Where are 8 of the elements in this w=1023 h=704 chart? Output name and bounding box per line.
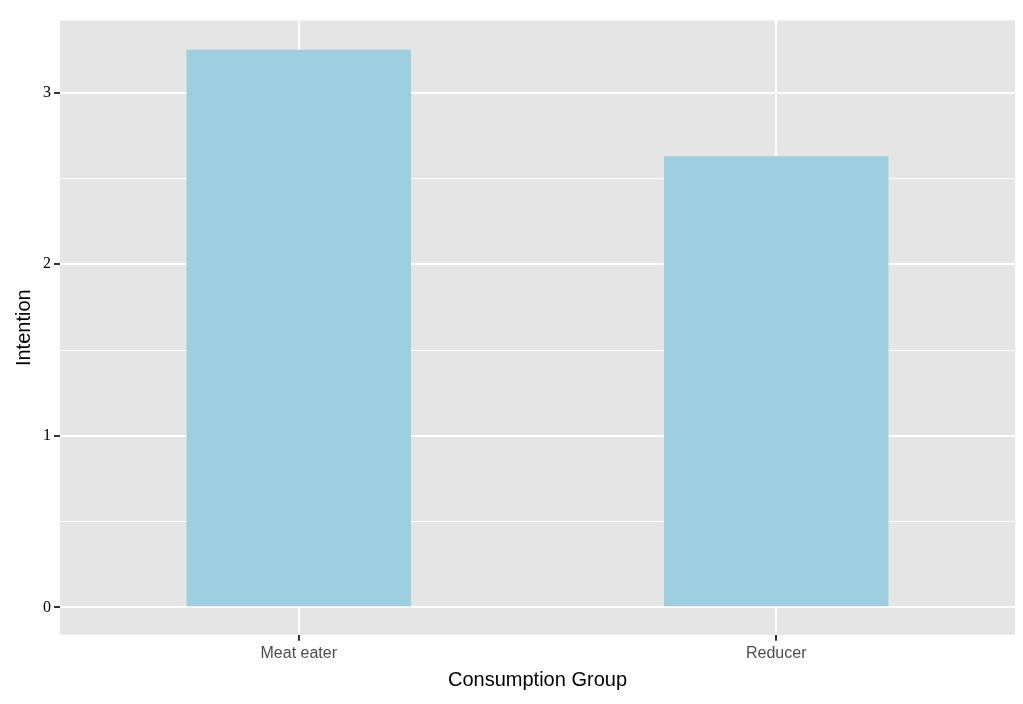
y-tick-label: 1 <box>43 425 51 443</box>
y-tick-label: 2 <box>43 254 51 272</box>
x-tick-label: Reducer <box>746 643 808 661</box>
y-axis-title: Intention <box>11 289 34 367</box>
y-tick-label: 3 <box>43 82 51 100</box>
x-tick-label: Meat eater <box>260 643 338 661</box>
y-tick-label: 0 <box>43 597 51 615</box>
x-axis-title: Consumption Group <box>448 667 627 690</box>
